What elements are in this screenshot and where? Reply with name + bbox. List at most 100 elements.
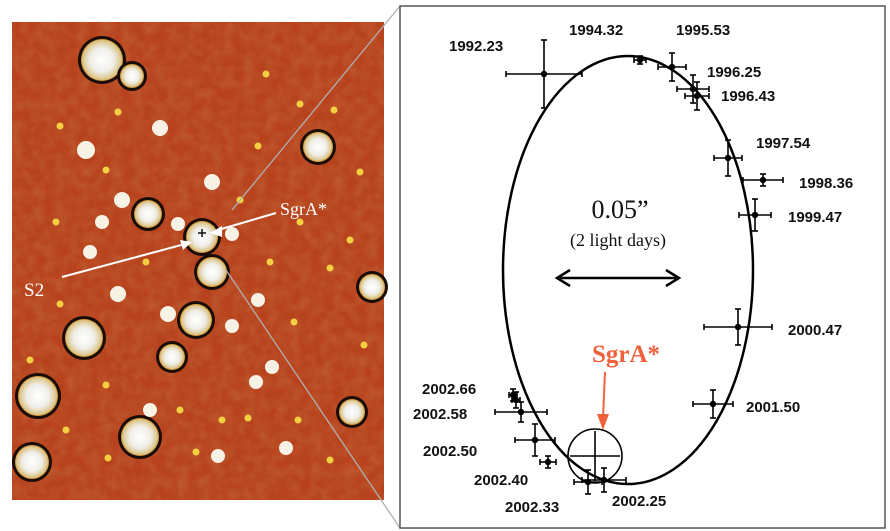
orbit-point: [692, 389, 734, 419]
faint-star: [254, 142, 262, 150]
star: [83, 245, 97, 259]
epoch-label-1997-54: 1997.54: [756, 135, 811, 152]
star: [279, 441, 293, 455]
faint-star: [360, 341, 368, 349]
faint-star: [326, 264, 334, 272]
faint-star: [266, 258, 274, 266]
s2-arrow: [61, 240, 192, 278]
epoch-label-2002-50: 2002.50: [423, 443, 477, 460]
faint-star: [104, 454, 112, 462]
star: [77, 141, 95, 159]
faint-star: [102, 381, 110, 389]
faint-star: [114, 108, 122, 116]
faint-star: [62, 426, 70, 434]
faint-star: [326, 456, 334, 464]
epoch-label-2000-47: 2000.47: [788, 322, 842, 339]
epoch-label-1998-36: 1998.36: [799, 175, 853, 192]
epoch-label-2001-50: 2001.50: [746, 399, 800, 416]
star-field-image: S2 SgrA*: [12, 22, 388, 500]
faint-star: [218, 416, 226, 424]
s2-label: S2: [24, 280, 44, 301]
faint-star: [56, 300, 64, 308]
sgra-orbit-label: SgrA*: [592, 341, 660, 368]
star: [160, 306, 176, 322]
faint-star: [142, 258, 150, 266]
orbit-point: [508, 388, 518, 402]
orbit-panel-frame: [399, 5, 886, 529]
epoch-label-2002-40: 2002.40: [474, 472, 528, 489]
orbit-point: [703, 308, 773, 346]
epoch-label-2002-58: 2002.58: [413, 406, 467, 423]
faint-star: [192, 448, 200, 456]
star: [110, 286, 126, 302]
sgra-arrow: [210, 212, 277, 237]
faint-star: [294, 416, 302, 424]
faint-star: [26, 356, 34, 364]
star: [225, 227, 239, 241]
bright-star: [194, 254, 230, 290]
bright-star: [78, 36, 126, 84]
star: [152, 120, 168, 136]
bright-star: [300, 129, 336, 165]
stars-group: [12, 36, 388, 482]
star: [225, 319, 239, 333]
orbit-point: [684, 81, 710, 111]
orbit-point: [738, 198, 772, 232]
orbit-point: [742, 173, 784, 187]
bright-star: [177, 301, 215, 339]
orbit-point: [514, 423, 556, 457]
epoch-label-1996-25: 1996.25: [707, 64, 761, 81]
bright-star: [356, 271, 388, 303]
faint-star: [346, 236, 354, 244]
star: [95, 215, 109, 229]
star: [143, 403, 157, 417]
faint-star: [262, 70, 270, 78]
orbit-point: [633, 55, 647, 65]
orbit-point: [713, 139, 743, 177]
bright-star: [62, 316, 106, 360]
bright-star: [117, 61, 147, 91]
star: [171, 217, 185, 231]
sgra-image-label: SgrA*: [280, 199, 327, 219]
faint-star: [102, 166, 110, 174]
faint-star: [176, 406, 184, 414]
orbit-ellipse: [501, 54, 755, 486]
sgra-cross-marker: [198, 229, 206, 237]
faint-star: [52, 218, 60, 226]
epoch-label-1999-47: 1999.47: [788, 209, 842, 226]
epoch-label-2002-25: 2002.25: [612, 493, 666, 510]
sgra-position-marker: [567, 428, 623, 484]
faint-star: [56, 122, 64, 130]
faint-star: [296, 100, 304, 108]
bright-star: [12, 442, 52, 482]
bright-star: [131, 197, 165, 231]
star: [114, 192, 130, 208]
faint-star: [296, 218, 304, 226]
bright-star: [336, 396, 368, 428]
orbit-point: [657, 52, 687, 82]
star: [211, 449, 225, 463]
faint-star: [356, 168, 364, 176]
zoom-connector: [225, 5, 401, 529]
bright-star: [118, 415, 162, 459]
epoch-label-2002-66: 2002.66: [422, 381, 476, 398]
epoch-label-1996-43: 1996.43: [721, 88, 775, 105]
epoch-label-1995-53: 1995.53: [676, 22, 730, 39]
bright-star: [15, 373, 61, 419]
orbit-panel: 1992.23 1994.32 1995.53 1996.25 1996.43 …: [399, 5, 886, 529]
orbit-point: [505, 39, 583, 109]
scale-note: (2 light days): [570, 230, 666, 251]
faint-star: [290, 318, 298, 326]
orbit-point: [676, 74, 710, 104]
orbit-measurements: [494, 39, 784, 495]
sgra-pointer-arrow: [597, 371, 609, 430]
orbit-point: [539, 455, 557, 469]
epoch-label-1994-32: 1994.32: [569, 22, 623, 39]
scale-value: 0.05”: [591, 195, 648, 224]
star: [204, 174, 220, 190]
star: [265, 360, 279, 374]
epoch-label-1992-23: 1992.23: [449, 38, 503, 55]
star: [249, 375, 263, 389]
bright-star: [156, 341, 188, 373]
